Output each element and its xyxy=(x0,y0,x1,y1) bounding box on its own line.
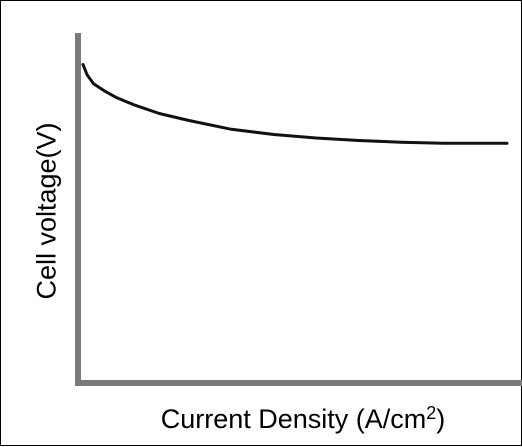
series-line-0 xyxy=(81,63,509,145)
x-axis-label: Current Density (A/cm2) xyxy=(161,403,446,435)
y-axis-label: Cell voltage(V) xyxy=(31,122,62,300)
x-axis-label-text: Current Density (A/cm xyxy=(160,404,427,434)
x-axis-label-suffix: ) xyxy=(436,404,446,434)
series-layer xyxy=(81,63,509,145)
x-axis-label-superscript: 2 xyxy=(426,403,437,423)
